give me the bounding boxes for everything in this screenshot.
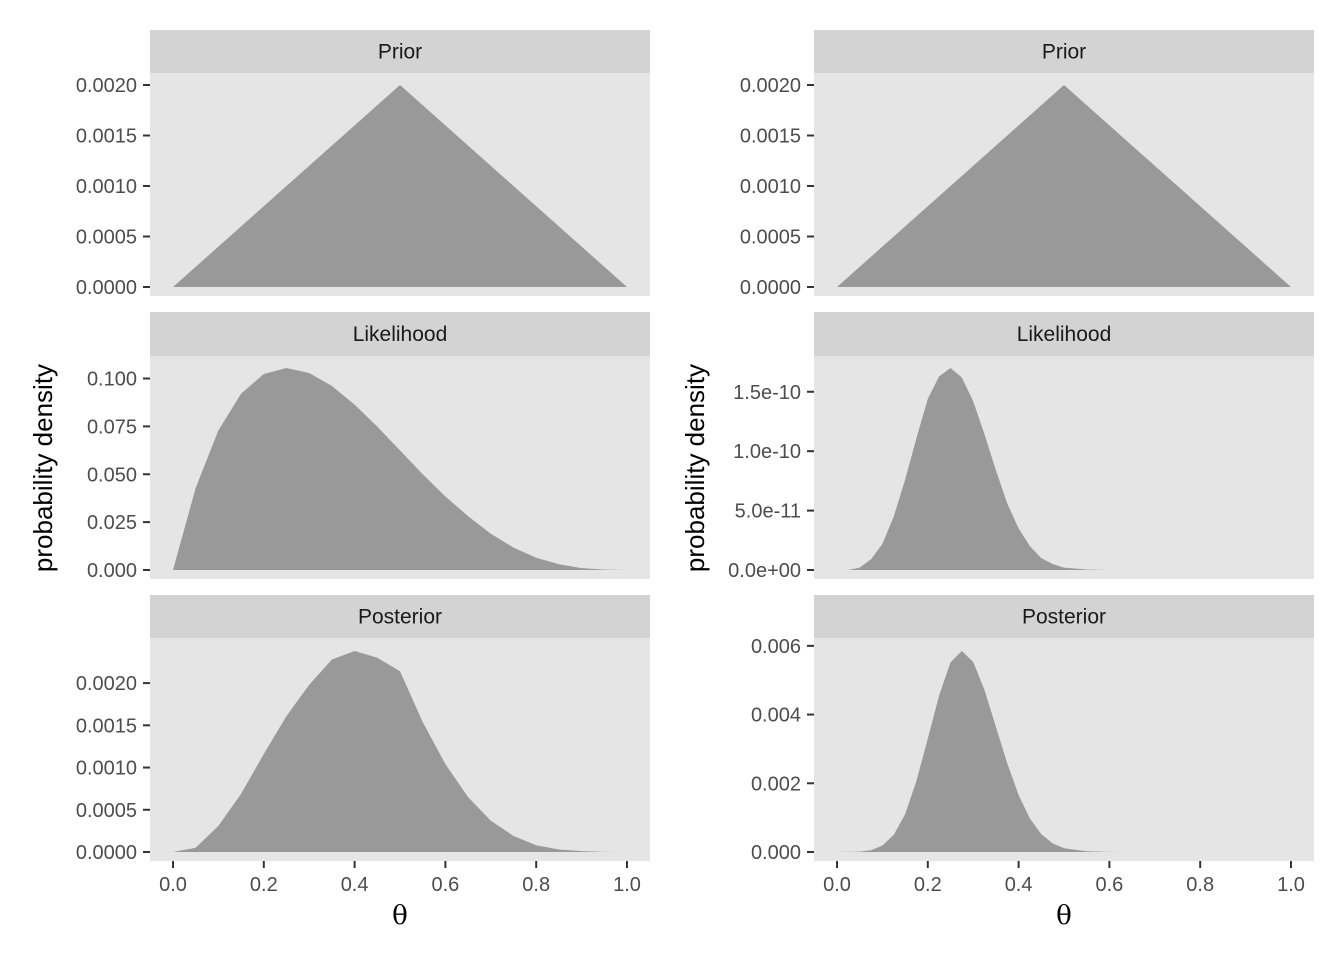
- strip-label-posterior: Posterior: [358, 606, 442, 629]
- x-tick-label: 0.2: [250, 874, 278, 896]
- density-area-posterior: [837, 651, 1291, 852]
- x-tick-label: 0.6: [431, 874, 459, 896]
- y-tick-label: 0.0020: [76, 75, 137, 97]
- x-tick-label: 0.8: [522, 874, 550, 896]
- strip-label-posterior: Posterior: [1022, 606, 1106, 629]
- x-tick-label: 1.0: [1277, 874, 1305, 896]
- panel-posterior: Posterior 0.0000 0.0005 0.0010 0.0015 0.0020: [76, 595, 650, 864]
- y-tick-label: 0.002: [751, 773, 801, 795]
- y-tick-label: 0.0010: [76, 758, 137, 780]
- strip-background: [150, 312, 650, 356]
- y-tick-label: 0.0010: [76, 176, 137, 198]
- x-tick-label: 0.4: [1005, 874, 1033, 896]
- strip-label-likelihood: Likelihood: [353, 323, 448, 346]
- y-tick-label: 0.0020: [740, 75, 801, 97]
- y-tick-label: 0.0005: [76, 227, 137, 249]
- panel-prior: Prior 0.0000 0.0005 0.0010 0.0015 0.0020: [740, 30, 1314, 299]
- strip-label-prior: Prior: [1042, 41, 1086, 64]
- y-tick-label: 0.000: [87, 560, 137, 582]
- y-tick-label: 0.0015: [76, 715, 137, 737]
- x-tick-label: 1.0: [613, 874, 641, 896]
- y-tick-label: 0.000: [751, 842, 801, 864]
- x-tick-label: 0.6: [1095, 874, 1123, 896]
- strip-background: [814, 30, 1314, 73]
- panel-likelihood: Likelihood 0.0e+00 5.0e-11 1.0e-10 1.5e-10: [728, 312, 1314, 582]
- y-tick-label: 0.004: [751, 705, 801, 727]
- x-axis-title: θ: [392, 901, 408, 931]
- density-area-prior: [173, 85, 627, 287]
- x-tick-label: 0.0: [159, 874, 187, 896]
- y-tick-label: 0.0000: [76, 277, 137, 299]
- strip-label-prior: Prior: [378, 41, 422, 64]
- y-tick-label: 5.0e-11: [735, 501, 801, 523]
- panel-likelihood: Likelihood 0.000 0.025 0.050 0.075 0.100: [87, 312, 650, 582]
- density-area-posterior: [173, 651, 627, 852]
- y-tick-label: 0.100: [87, 369, 137, 391]
- density-area-likelihood: [837, 368, 1291, 570]
- chart-column-left: Prior 0.0000 0.0005 0.0010 0.0015 0.0020 Likel…: [28, 30, 650, 931]
- y-tick-label: 0.0000: [76, 842, 137, 864]
- y-tick-label: 0.006: [751, 636, 801, 658]
- density-area-prior: [837, 85, 1291, 287]
- panel-posterior: Posterior 0.000 0.002 0.004 0.006: [751, 595, 1314, 864]
- y-axis-title: probability density: [680, 364, 710, 572]
- y-tick-label: 0.0020: [76, 673, 137, 695]
- x-tick-label: 0.2: [914, 874, 942, 896]
- x-tick-label: 0.8: [1186, 874, 1214, 896]
- x-tick-label: 0.4: [341, 874, 369, 896]
- strip-background: [814, 595, 1314, 638]
- x-tick-label: 0.0: [823, 874, 851, 896]
- strip-background: [814, 312, 1314, 356]
- y-tick-label: 1.5e-10: [733, 382, 801, 404]
- strip-label-likelihood: Likelihood: [1017, 323, 1112, 346]
- strip-background: [150, 595, 650, 638]
- y-tick-label: 0.0010: [740, 176, 801, 198]
- y-axis-title: probability density: [28, 364, 58, 572]
- density-area-likelihood: [173, 368, 627, 570]
- y-tick-label: 0.0015: [76, 126, 137, 148]
- strip-background: [150, 30, 650, 73]
- y-tick-label: 0.0005: [740, 227, 801, 249]
- y-tick-label: 0.0005: [76, 800, 137, 822]
- y-tick-label: 0.0e+00: [728, 560, 801, 582]
- panel-background: [814, 638, 1314, 861]
- y-tick-label: 0.075: [87, 416, 137, 438]
- y-tick-label: 1.0e-10: [733, 441, 801, 463]
- y-tick-label: 0.0015: [740, 126, 801, 148]
- y-tick-label: 0.050: [87, 464, 137, 486]
- y-tick-label: 0.025: [87, 512, 137, 534]
- y-tick-label: 0.0000: [740, 277, 801, 299]
- x-axis-title: θ: [1056, 901, 1072, 931]
- panel-prior: Prior 0.0000 0.0005 0.0010 0.0015 0.0020: [76, 30, 650, 299]
- chart-column-right: Prior 0.0000 0.0005 0.0010 0.0015 0.0020 Likel…: [680, 30, 1314, 931]
